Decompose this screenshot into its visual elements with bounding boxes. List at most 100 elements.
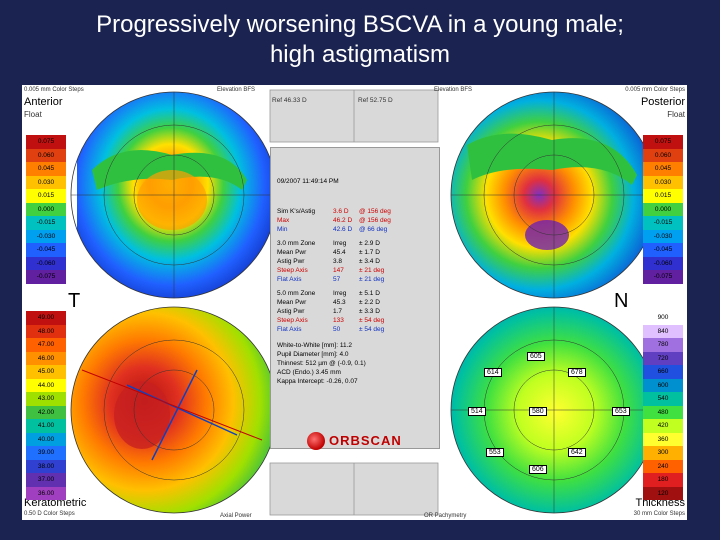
thickness-value-right: 653 (612, 407, 630, 416)
zone5-v1: Irreg (333, 290, 347, 297)
keratometric-header: 0.50 D Color Steps (24, 511, 75, 517)
simk-row: Max 46.2 D @ 156 deg (277, 217, 391, 224)
keratometric-scale: 49.00 48.00 47.00 46.00 45.00 44.00 43.0… (26, 311, 66, 500)
extra-row: Kappa Intercept: -0.26, 0.07 (277, 378, 358, 385)
simk-v2: @ 156 deg (359, 208, 391, 215)
scale-step: 0.015 (643, 189, 683, 203)
simk-v2: @ 156 deg (359, 217, 391, 224)
anterior-subtitle: Float (24, 110, 42, 119)
simk-label: Min (277, 226, 288, 233)
scale-step: -0.075 (643, 270, 683, 284)
scale-step: 480 (643, 405, 683, 419)
posterior-float-map (450, 91, 658, 299)
zone5-label: Flat Axis (277, 326, 302, 333)
thickness-value-lower-right: 642 (568, 448, 586, 457)
simk-label: Sim K's/Astig (277, 208, 316, 215)
scale-step: 43.00 (26, 392, 66, 406)
zone5-v2: ± 54 deg (359, 326, 385, 333)
scale-step: 44.00 (26, 378, 66, 392)
zone3-v2: ± 1.7 D (359, 249, 380, 256)
keratometric-title: Keratometric (24, 497, 87, 509)
anterior-top-center: Elevation BFS (217, 87, 256, 93)
zone3-label: 3.0 mm Zone (277, 240, 316, 247)
anterior-header: 0.005 mm Color Steps (24, 87, 84, 93)
zone5-v1: 50 (333, 326, 341, 333)
thickness-scale: 900 840 780 720 660 600 540 480 420 360 … (643, 311, 683, 500)
scale-step: 40.00 (26, 432, 66, 446)
temporal-label: T (68, 290, 81, 312)
scale-step: 45.00 (26, 365, 66, 379)
zone5-label: Steep Axis (277, 317, 308, 324)
scale-step: 48.00 (26, 324, 66, 338)
scale-step: 720 (643, 351, 683, 365)
simk-v2: @ 66 deg (359, 226, 388, 233)
zone3-row: Astig Pwr 3.8 ± 3.4 D (277, 258, 380, 265)
zone3-v2: ± 21 deg (359, 276, 385, 283)
zone3-row: 3.0 mm Zone Irreg ± 2.9 D (277, 240, 380, 247)
scale-step: 120 (643, 486, 683, 500)
scale-step: -0.060 (643, 256, 683, 270)
scale-step: 36.00 (26, 486, 66, 500)
scale-step: 840 (643, 324, 683, 338)
zone5-label: 5.0 mm Zone (277, 290, 316, 297)
extra-row: White-to-White [mm]: 11.2 (277, 342, 353, 349)
scale-step: 600 (643, 378, 683, 392)
scale-step: 420 (643, 419, 683, 433)
thickness-value-center: 580 (529, 407, 547, 416)
zone3-label: Steep Axis (277, 267, 308, 274)
extra-row: Pupil Diameter [mm]: 4.0 (277, 351, 349, 358)
orbscan-logo-text: ORBSCAN (329, 433, 402, 448)
zone3-v2: ± 2.9 D (359, 240, 380, 247)
keratometric-map (70, 306, 278, 514)
scale-step: 0.060 (26, 148, 66, 162)
anterior-float-map (70, 91, 278, 299)
zone5-label: Mean Pwr (277, 299, 307, 306)
scale-step: 0.075 (643, 135, 683, 149)
posterior-scale: 0.075 0.060 0.045 0.030 0.015 0.000 -0.0… (643, 135, 683, 284)
scale-step: 0.045 (643, 162, 683, 176)
zone3-v1: 45.4 (333, 249, 346, 256)
zone3-v2: ± 21 deg (359, 267, 385, 274)
nasal-label: N (614, 290, 629, 312)
simk-v1: 42.6 D (333, 226, 353, 233)
scale-step: -0.060 (26, 256, 66, 270)
scale-step: 300 (643, 446, 683, 460)
scale-step: 39.00 (26, 446, 66, 460)
scale-step: -0.030 (643, 229, 683, 243)
scale-step: 0.045 (26, 162, 66, 176)
orbscan-quad-map: 0.005 mm Color Steps Anterior Float Elev… (22, 85, 687, 520)
slide-title-line2: high astigmatism (269, 41, 451, 68)
zone5-row: Steep Axis 133 ± 54 deg (277, 317, 384, 324)
zone3-v1: Irreg (333, 240, 347, 247)
zone5-v2: ± 3.3 D (359, 308, 380, 315)
extra-row: Thinnest: 512 µm @ (-0.9, 0.1) (277, 360, 366, 367)
scale-step: 41.00 (26, 419, 66, 433)
keratometric-bottom-center: Axial Power (220, 513, 252, 519)
scale-step: 37.00 (26, 473, 66, 487)
zone5-v1: 45.3 (333, 299, 346, 306)
zone5-row: 5.0 mm Zone Irreg ± 5.1 D (277, 290, 380, 297)
zone3-row: Steep Axis 147 ± 21 deg (277, 267, 384, 274)
zone5-label: Astig Pwr (277, 308, 305, 315)
zone5-v2: ± 54 deg (359, 317, 385, 324)
scale-step: 0.000 (26, 202, 66, 216)
zone5-v1: 133 (333, 317, 344, 324)
scale-step: -0.045 (26, 243, 66, 257)
panel-header-left: Ref 46.33 D (272, 97, 307, 104)
zone5-v2: ± 5.1 D (359, 290, 380, 297)
thickness-value-bottom: 606 (529, 465, 547, 474)
slide-title: Progressively worsening BSCVA in a young… (0, 10, 720, 70)
scale-step: -0.030 (26, 229, 66, 243)
scale-step: 0.015 (26, 189, 66, 203)
scale-step: 360 (643, 432, 683, 446)
thickness-bottom-center: OR Pachymetry (424, 513, 467, 519)
orbscan-logo-icon (307, 432, 325, 450)
scale-step: -0.015 (26, 216, 66, 230)
zone5-v1: 1.7 (333, 308, 343, 315)
simk-row: Min 42.6 D @ 66 deg (277, 226, 387, 233)
scale-step: 42.00 (26, 405, 66, 419)
scale-step: 0.030 (26, 175, 66, 189)
zone3-label: Flat Axis (277, 276, 302, 283)
zone3-v1: 3.8 (333, 258, 343, 265)
scale-step: 0.060 (643, 148, 683, 162)
